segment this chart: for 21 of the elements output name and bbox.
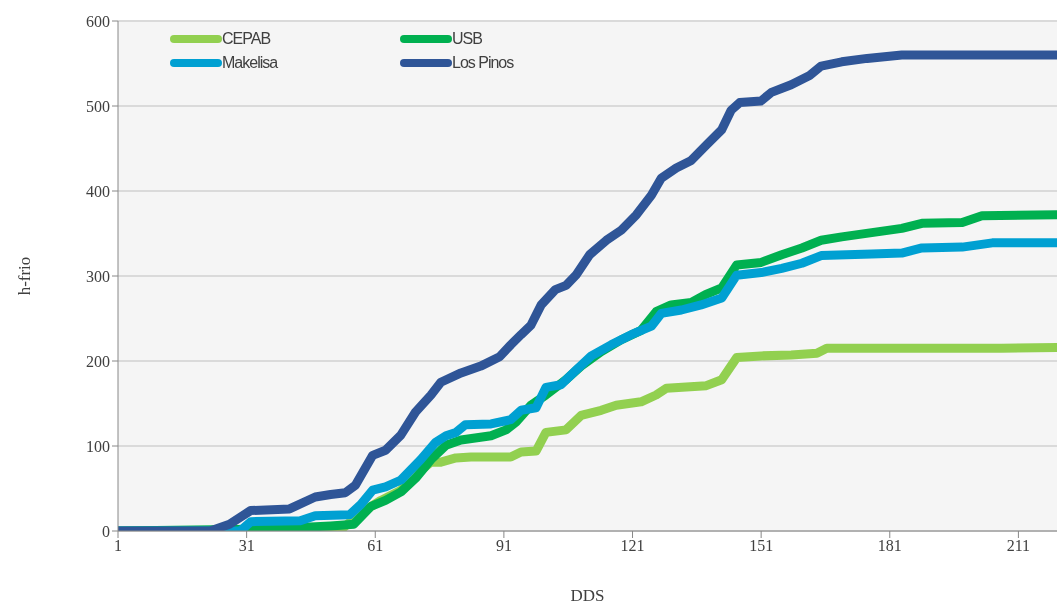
y-tick-label: 0 — [102, 522, 110, 540]
y-tick-label: 300 — [86, 267, 110, 285]
x-tick-label: 181 — [877, 537, 902, 555]
legend-label: CEPAB — [222, 30, 271, 48]
x-tick-label: 91 — [495, 537, 512, 555]
legend-label: USB — [452, 30, 482, 48]
x-tick-label: 151 — [749, 537, 774, 555]
x-tick-label: 1 — [114, 537, 122, 555]
legend-label: Los Pinos — [452, 54, 514, 72]
x-axis-title: DDS — [570, 586, 605, 603]
y-tick-label: 100 — [86, 437, 110, 455]
legend-label: Makelisa — [222, 54, 278, 72]
x-tick-label: 121 — [620, 537, 645, 555]
y-tick-label: 200 — [86, 352, 110, 370]
x-tick-label: 211 — [1006, 537, 1031, 555]
x-tick-label: 31 — [238, 537, 255, 555]
y-tick-label: 600 — [86, 12, 110, 30]
x-tick-label: 61 — [367, 537, 384, 555]
y-tick-label: 500 — [86, 97, 110, 115]
y-axis-title: h-frio — [15, 256, 35, 296]
y-tick-label: 400 — [86, 182, 110, 200]
